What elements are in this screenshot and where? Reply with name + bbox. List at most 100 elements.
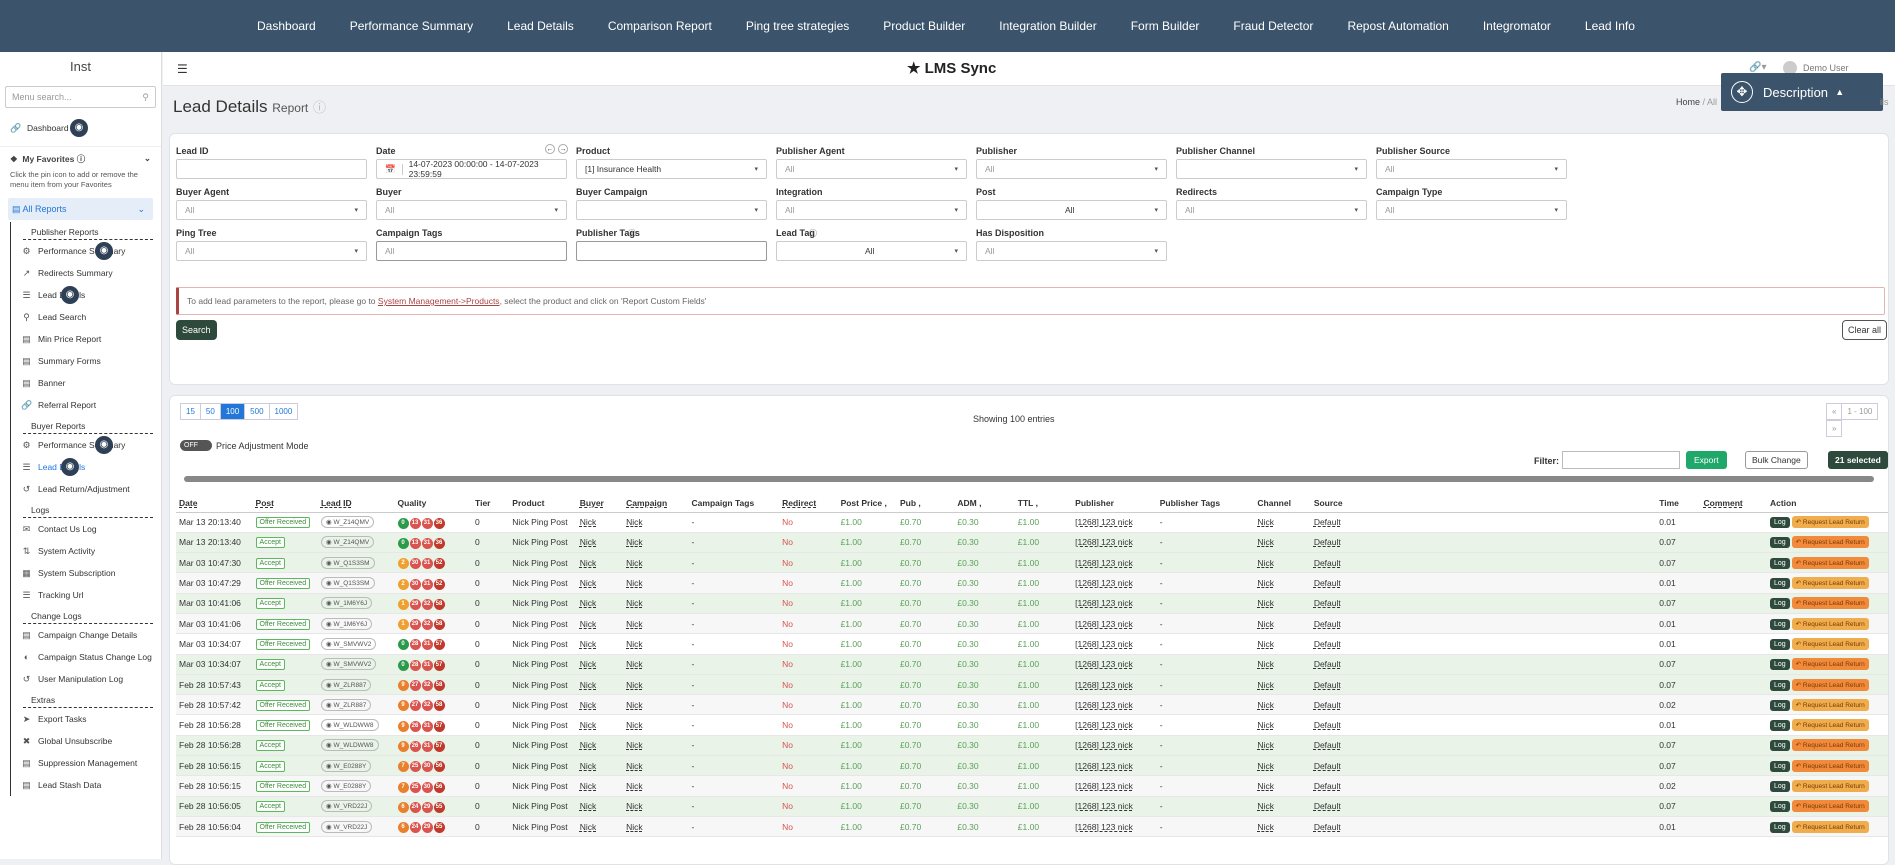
request-lead-return-button[interactable]: ↶ Request Lead Return: [1791, 719, 1869, 732]
table-row[interactable]: Mar 03 10:34:07 Accept ◉ W_SMVWV2 0 28 31 57 0 N…: [176, 654, 1888, 675]
search-button[interactable]: Search: [176, 320, 217, 340]
lead-id-link[interactable]: ◉ W_E0288Y: [320, 780, 372, 792]
column-header[interactable]: Time: [1656, 494, 1701, 513]
column-header[interactable]: Date: [176, 494, 253, 513]
menu-search-input[interactable]: Menu search... ⚲: [5, 86, 156, 108]
nav-item-lead-details[interactable]: Lead Details: [507, 19, 574, 33]
log-button[interactable]: Log: [1769, 557, 1790, 569]
log-button[interactable]: Log: [1769, 720, 1790, 732]
lead-tag-select[interactable]: All ▾: [776, 241, 967, 261]
column-header[interactable]: Lead ID: [317, 494, 395, 513]
lead-id-link[interactable]: ◉ W_WLDWW8: [320, 719, 379, 732]
help-icon[interactable]: ⓘ: [628, 229, 636, 238]
integration-select[interactable]: All ▾: [776, 200, 967, 220]
table-row[interactable]: Feb 28 10:56:28 Accept ◉ W_WLDWW8 9 26 31 57 0 N…: [176, 735, 1888, 757]
sidebar-item-system-subscription[interactable]: ▦ System Subscription: [11, 562, 161, 584]
column-header[interactable]: Tier: [472, 494, 510, 513]
column-header[interactable]: Campaign Tags: [688, 494, 780, 513]
column-header[interactable]: Publisher: [1072, 494, 1157, 513]
breadcrumb-home[interactable]: Home: [1676, 97, 1701, 107]
log-button[interactable]: Log: [1769, 598, 1790, 610]
redirects-select[interactable]: All ▾: [1176, 200, 1367, 220]
eye-icon[interactable]: ◉: [95, 436, 113, 454]
buyer-campaign-select[interactable]: ▾: [576, 200, 767, 220]
column-header[interactable]: Publisher Tags: [1156, 494, 1255, 513]
prev-day-icon[interactable]: ←: [545, 144, 555, 154]
log-button[interactable]: Log: [1769, 679, 1790, 691]
menu-toggle-icon[interactable]: ☰: [177, 62, 188, 76]
horizontal-scrollbar[interactable]: [184, 476, 1874, 482]
page-size-15[interactable]: 15: [180, 403, 201, 420]
request-lead-return-button[interactable]: ↶ Request Lead Return: [1791, 556, 1869, 569]
page-size-1000[interactable]: 1000: [268, 403, 299, 420]
has-disposition-select[interactable]: All ▾: [976, 241, 1167, 261]
column-header[interactable]: Action: [1766, 494, 1888, 513]
sidebar-item-campaign-change-details[interactable]: ▤ Campaign Change Details: [11, 624, 161, 646]
log-button[interactable]: Log: [1769, 659, 1790, 671]
nav-item-product-builder[interactable]: Product Builder: [883, 19, 966, 33]
filter-input[interactable]: [1562, 451, 1680, 469]
column-header[interactable]: Comment: [1700, 494, 1767, 513]
lead-id-link[interactable]: ◉ W_1M6Y6J: [320, 597, 373, 610]
table-row[interactable]: Feb 28 10:56:05 Accept ◉ W_VRD22J 6 24 29 55 0 N…: [176, 796, 1888, 817]
sidebar-item-lead-return-adjustment[interactable]: ↺ Lead Return/Adjustment: [11, 478, 161, 500]
table-row[interactable]: Feb 28 10:56:04 Offer Received ◉ W_VRD22J 6…: [176, 816, 1888, 838]
help-icon[interactable]: ⓘ: [809, 229, 817, 238]
table-row[interactable]: Feb 28 10:56:15 Accept ◉ W_E0288Y 7 25 30 56 0 N…: [176, 755, 1888, 777]
sidebar-item-campaign-status-change-log[interactable]: ◐ Campaign Status Change Log: [11, 646, 161, 668]
log-button[interactable]: Log: [1769, 537, 1790, 549]
campaign-type-select[interactable]: All ▾: [1376, 200, 1567, 220]
request-lead-return-button[interactable]: ↶ Request Lead Return: [1791, 516, 1869, 529]
date-select[interactable]: 📅 14-07-2023 00:00:00 - 14-07-2023 23:59:…: [376, 159, 567, 179]
all-reports-toggle[interactable]: ▤ All Reports ⌄: [8, 198, 153, 220]
request-lead-return-button[interactable]: ↶ Request Lead Return: [1791, 637, 1869, 650]
column-header[interactable]: TTL ,: [1014, 494, 1073, 513]
page-range[interactable]: 1 - 100: [1841, 403, 1879, 420]
clear-all-button[interactable]: Clear all: [1842, 320, 1888, 340]
column-header[interactable]: Quality: [394, 494, 473, 513]
request-lead-return-button[interactable]: ↶ Request Lead Return: [1791, 739, 1869, 752]
prev-page-icon[interactable]: «: [1826, 403, 1843, 420]
table-row[interactable]: Feb 28 10:57:42 Offer Received ◉ W_ZLR887 9…: [176, 694, 1888, 716]
lead-id-link[interactable]: ◉ W_SMVWV2: [320, 658, 377, 671]
table-row[interactable]: Mar 03 10:41:06 Accept ◉ W_1M6Y6J 1 29 32 58 0 N…: [176, 593, 1888, 614]
column-header[interactable]: Post: [252, 494, 318, 513]
publisher-source-select[interactable]: All ▾: [1376, 159, 1567, 179]
eye-icon[interactable]: ◉: [61, 286, 79, 304]
column-header[interactable]: Buyer: [576, 494, 624, 513]
chevron-down-icon[interactable]: ⌄: [143, 153, 151, 163]
sidebar-item-export-tasks[interactable]: ➤ Export Tasks: [11, 708, 161, 730]
table-row[interactable]: Feb 28 10:56:28 Offer Received ◉ W_WLDWW8 9…: [176, 714, 1888, 736]
nav-item-performance-summary[interactable]: Performance Summary: [349, 19, 474, 33]
sidebar-item-suppression-management[interactable]: ▤ Suppression Management: [11, 752, 161, 774]
request-lead-return-button[interactable]: ↶ Request Lead Return: [1791, 658, 1869, 671]
table-row[interactable]: Feb 28 10:57:43 Accept ◉ W_ZLR887 9 27 32 58 0 N…: [176, 674, 1888, 696]
request-lead-return-button[interactable]: ↶ Request Lead Return: [1791, 597, 1869, 610]
sidebar-item-performance-summary[interactable]: ⚙ Performance Summary ◉: [11, 240, 161, 262]
lead-id-link[interactable]: ◉ W_Q1S3SM: [320, 577, 375, 590]
sidebar-item-global-unsubscribe[interactable]: ✖ Global Unsubscribe: [11, 730, 161, 752]
publisher-tags-select[interactable]: [576, 241, 767, 261]
nav-item-ping-tree-strategies[interactable]: Ping tree strategies: [745, 19, 850, 33]
sidebar-item-user-manipulation-log[interactable]: ↺ User Manipulation Log: [11, 668, 161, 690]
column-header[interactable]: Product: [509, 494, 577, 513]
page-size-100[interactable]: 100: [219, 403, 246, 420]
lead-id-link[interactable]: ◉ W_VRD22J: [320, 820, 373, 833]
link-icon[interactable]: 🔗▾: [1749, 62, 1767, 73]
export-button[interactable]: Export: [1686, 451, 1727, 469]
sidebar-item-redirects-summary[interactable]: ↗ Redirects Summary: [11, 262, 161, 284]
nav-item-form-builder[interactable]: Form Builder: [1130, 19, 1200, 33]
sidebar-item-lead-search[interactable]: ⚲ Lead Search: [11, 306, 161, 328]
request-lead-return-button[interactable]: ↶ Request Lead Return: [1791, 698, 1869, 711]
column-header[interactable]: ADM ,: [954, 494, 1015, 513]
system-management-link[interactable]: System Management->Products: [377, 296, 500, 306]
next-day-icon[interactable]: →: [558, 144, 568, 154]
lead-id-link[interactable]: ◉ W_Z14QMV: [320, 516, 375, 529]
log-button[interactable]: Log: [1769, 801, 1790, 813]
log-button[interactable]: Log: [1769, 699, 1790, 711]
eye-icon[interactable]: ◉: [70, 119, 88, 137]
description-button[interactable]: ✥ Description ▲: [1721, 73, 1883, 111]
campaign-tags-select[interactable]: All: [376, 241, 567, 261]
column-header[interactable]: Redirect: [779, 494, 838, 513]
publisher-agent-select[interactable]: All ▾: [776, 159, 967, 179]
